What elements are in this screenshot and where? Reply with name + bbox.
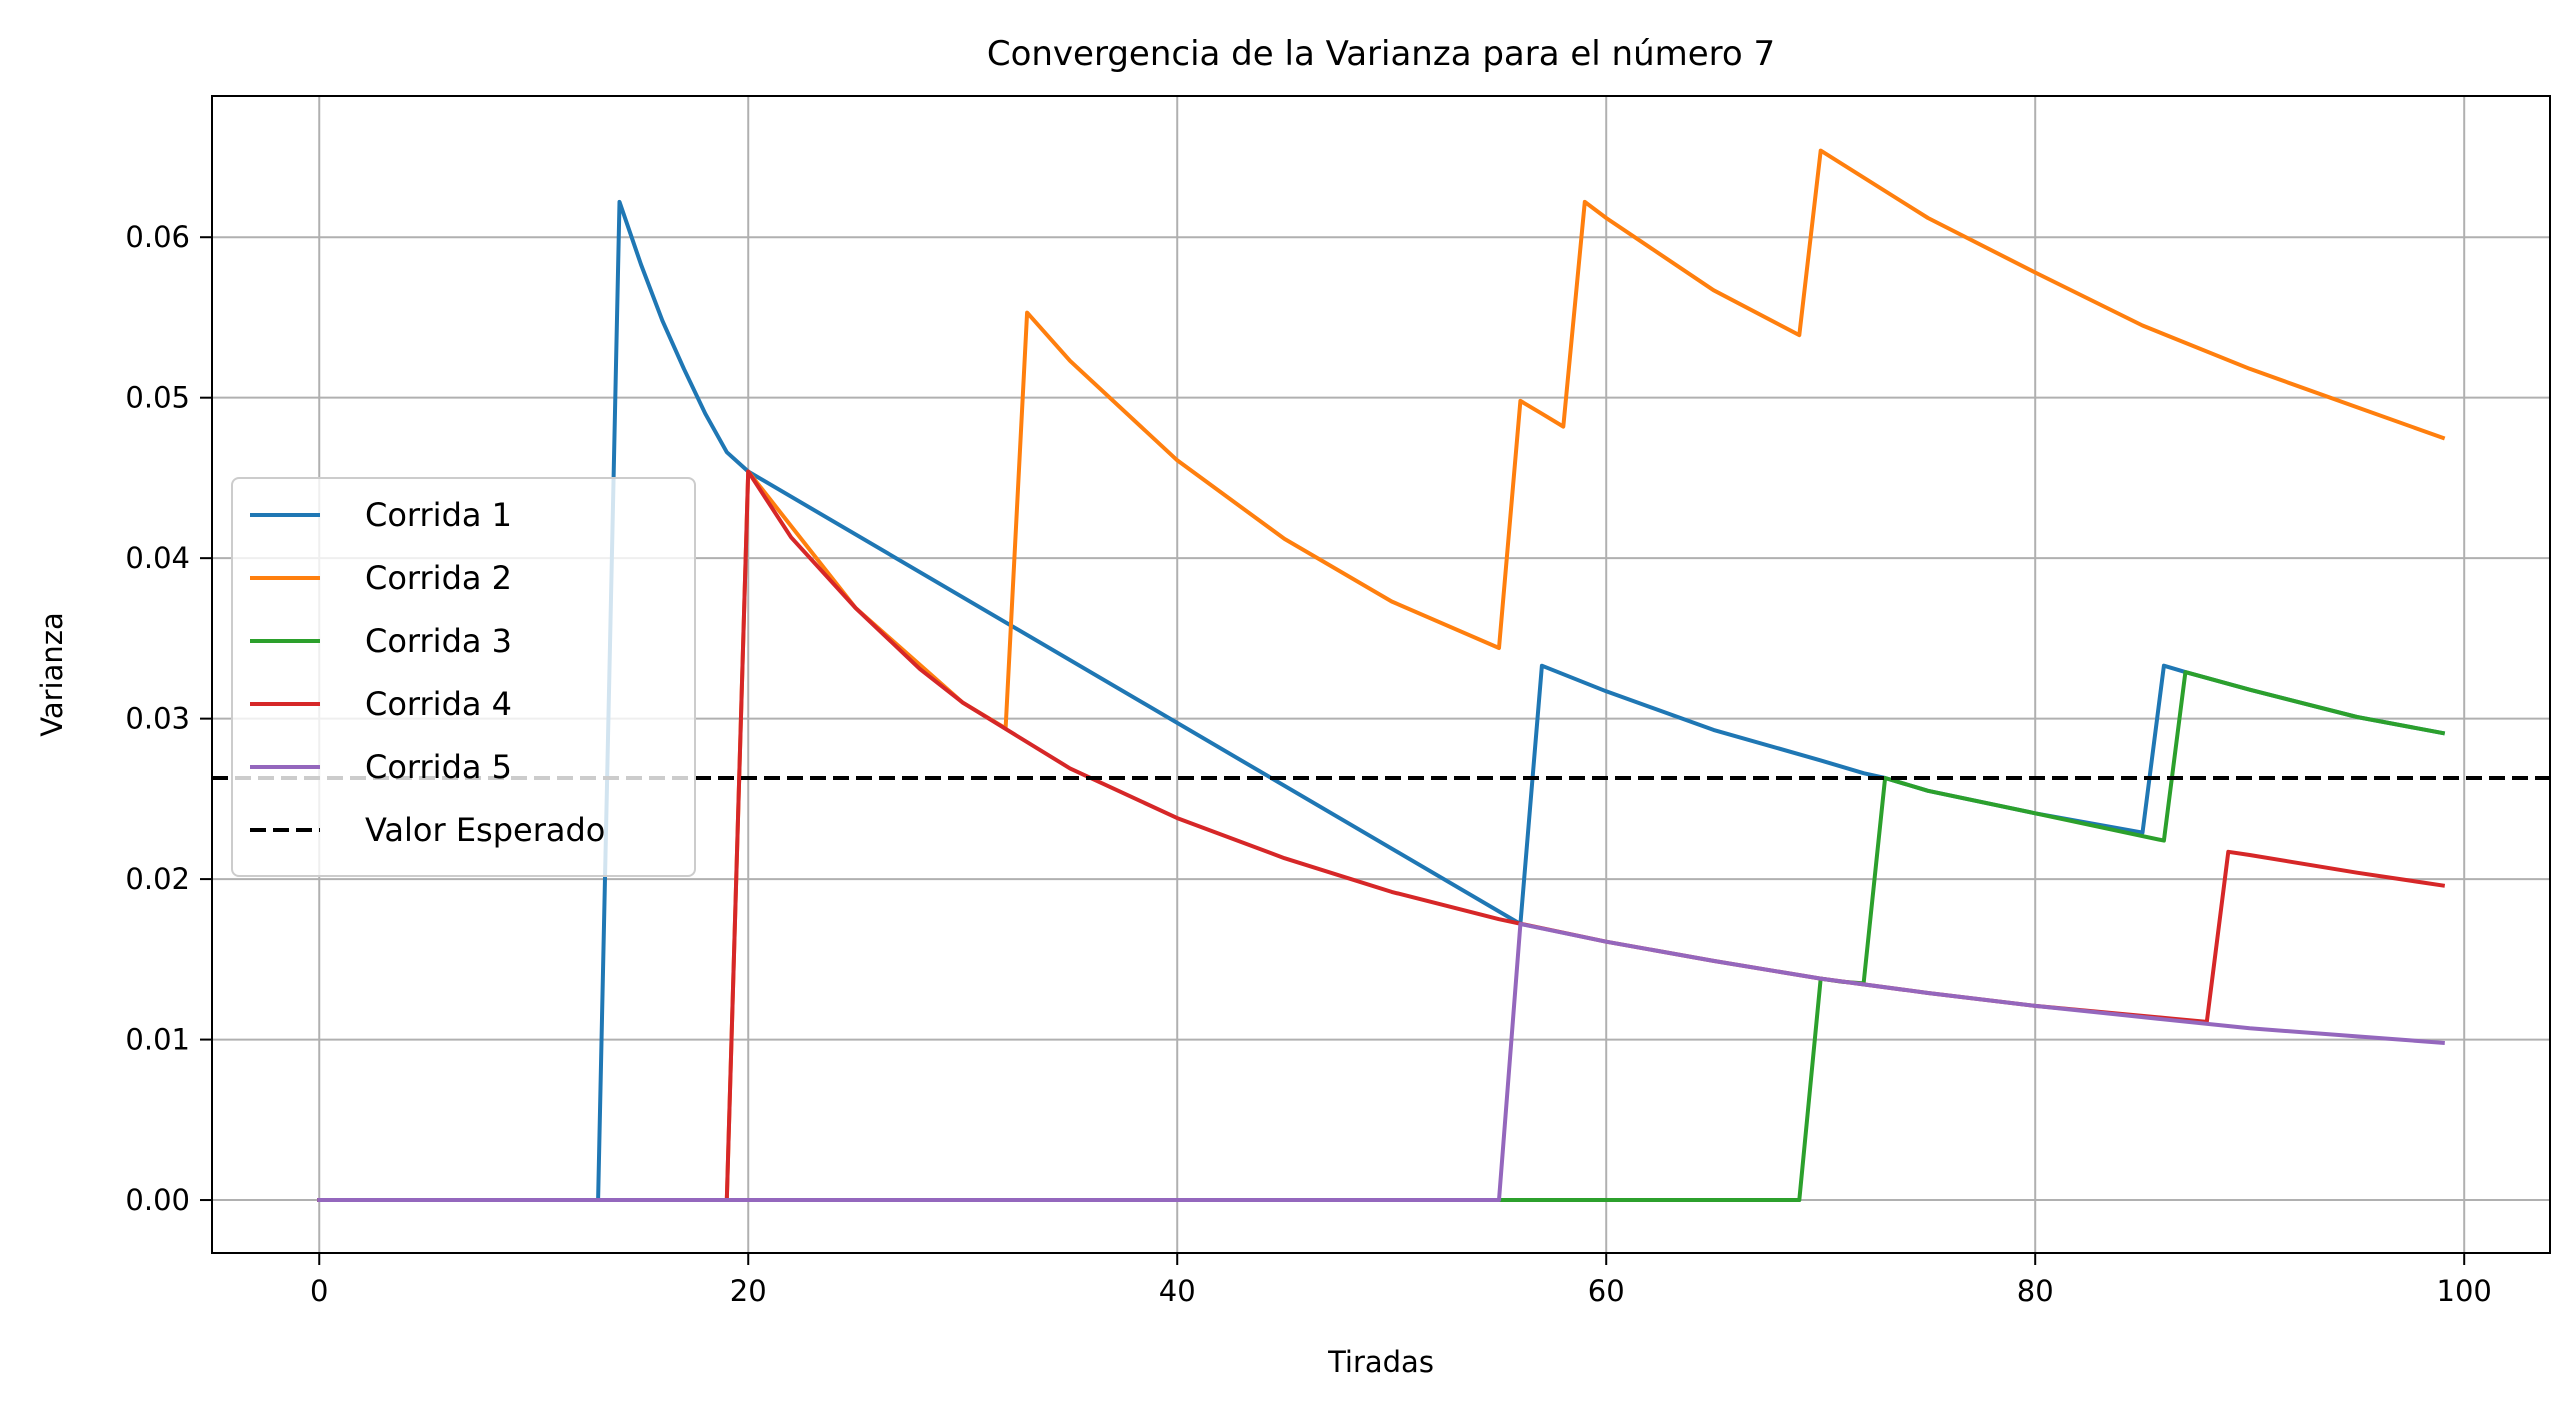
y-tick-label: 0.02 — [125, 862, 190, 896]
x-tick-label: 40 — [1159, 1274, 1196, 1308]
chart-title: Convergencia de la Varianza para el núme… — [987, 34, 1775, 74]
series-line-corrida-5 — [317, 922, 2445, 1202]
y-tick-label: 0.03 — [125, 702, 190, 736]
x-tick-label: 100 — [2437, 1274, 2492, 1308]
legend-label: Corrida 2 — [365, 559, 512, 597]
y-tick-label: 0.04 — [125, 541, 190, 575]
y-tick-label: 0.01 — [125, 1023, 190, 1057]
plot-frame — [211, 95, 2551, 1254]
y-tick-label: 0.00 — [125, 1183, 190, 1217]
x-tick-label: 80 — [2017, 1274, 2054, 1308]
series-line-corrida-4 — [317, 469, 2446, 1202]
x-tick-label: 60 — [1588, 1274, 1625, 1308]
x-tick-label: 20 — [730, 1274, 767, 1308]
series-line-corrida-1 — [317, 199, 2446, 1202]
y-tick-label: 0.06 — [125, 220, 190, 254]
legend-label: Corrida 5 — [365, 748, 512, 786]
y-axis-label: Varianza — [35, 612, 69, 736]
legend: Corrida 1 Corrida 2 Corrida 3 Corrida 4 Corr… — [231, 477, 696, 877]
x-axis-label: Tiradas — [1327, 1345, 1434, 1379]
legend-label: Corrida 4 — [365, 685, 512, 723]
legend-label: Corrida 1 — [365, 496, 512, 534]
x-tick-label: 0 — [310, 1274, 328, 1308]
legend-box — [231, 477, 696, 877]
legend-label: Corrida 3 — [365, 622, 512, 660]
y-tick-label: 0.05 — [125, 381, 190, 415]
legend-label: Valor Esperado — [365, 811, 605, 849]
series-lines — [212, 148, 2550, 1202]
axis-ticks: 0 20 40 60 80 100 0.00 0.01 0.02 0.03 0.04 0.05 0.06 — [125, 220, 2491, 1308]
series-line-corrida-3 — [317, 670, 2446, 1202]
